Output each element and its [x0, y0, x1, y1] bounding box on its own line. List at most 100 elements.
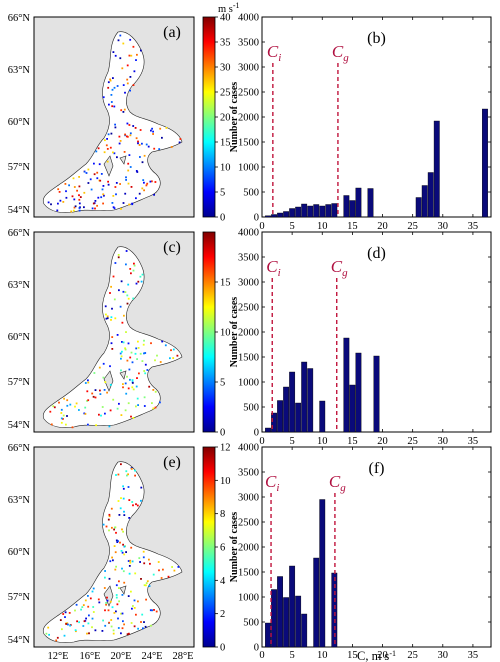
map-dot [132, 504, 134, 507]
map-dot [129, 378, 131, 381]
map-dot [102, 202, 104, 205]
map-dot [117, 254, 120, 256]
map-dot [110, 342, 113, 345]
map-dot [109, 409, 112, 412]
threshold-label: Ci [266, 257, 280, 279]
map-dot [126, 122, 129, 125]
map-dot [167, 575, 170, 578]
map-dot [80, 608, 82, 611]
map-dot [140, 621, 142, 623]
map-dot [128, 499, 131, 501]
map-dot [115, 610, 117, 613]
map-dot [172, 348, 175, 351]
map-dot [110, 94, 113, 96]
map-dot [123, 108, 126, 111]
colorbar-tick-label: 10 [220, 163, 231, 174]
map-dot [102, 523, 105, 526]
colorbar-tick-label: 35 [220, 38, 231, 49]
bar [415, 197, 422, 218]
map-dot [159, 401, 161, 404]
map-dot [151, 180, 153, 183]
map-dot [104, 624, 107, 627]
map-dot [83, 206, 85, 209]
map-dot [105, 144, 108, 147]
map-dot [99, 179, 102, 182]
map-dot [122, 620, 124, 623]
map-dot [108, 513, 111, 516]
map-dot [138, 557, 141, 559]
x-tick-label: 25 [407, 221, 418, 232]
map-dot [151, 402, 153, 404]
map-dot [125, 331, 127, 333]
map-dot [91, 392, 94, 395]
island [103, 155, 114, 177]
map-dot [121, 67, 124, 70]
map-dot [87, 168, 90, 171]
bar [301, 613, 308, 648]
map-dot [112, 632, 115, 635]
map-dot [114, 526, 116, 529]
map-dot [124, 348, 127, 351]
map-dot [118, 135, 121, 138]
map-dot [152, 130, 154, 133]
map-dot [81, 606, 84, 608]
map-dot [78, 185, 81, 188]
map-dot [119, 352, 122, 355]
map-dot [66, 404, 69, 407]
map-dot [118, 514, 121, 516]
map-dot [136, 53, 138, 56]
map-dot [65, 196, 68, 199]
map-dot [136, 358, 138, 360]
map-dot [129, 166, 132, 168]
map-dot [120, 280, 123, 283]
map-dot [98, 413, 100, 416]
map-dot [134, 127, 137, 129]
map-dot [113, 152, 116, 155]
map-dot [99, 393, 102, 395]
map-dot [121, 528, 123, 531]
map-dot [108, 621, 110, 624]
bar [271, 412, 277, 433]
colorbar-tick-label: 20 [220, 113, 231, 124]
map-dot [146, 182, 149, 185]
map-dot [104, 609, 106, 612]
map-dot [110, 132, 113, 135]
map-dot [171, 566, 173, 568]
map-dot [135, 385, 138, 388]
bar [331, 203, 338, 218]
colorbar-tick-label: 2 [220, 609, 225, 620]
map-dot [115, 584, 118, 587]
map-panel-e: (e) [33, 446, 195, 648]
map-dot [71, 195, 74, 198]
map-dot [121, 341, 123, 343]
map-dot [154, 359, 156, 362]
map-dot [132, 45, 135, 48]
map-dot [120, 109, 123, 112]
map-dot [98, 366, 101, 369]
map-dot [131, 501, 134, 503]
bar [301, 203, 308, 218]
map-dot [70, 210, 73, 213]
map-dot [124, 409, 127, 412]
lat-label: 63°N [8, 280, 31, 291]
bar [349, 200, 356, 218]
map-dot [142, 179, 145, 181]
map-dot [76, 189, 78, 192]
map-dot [138, 144, 141, 146]
map-dot [126, 633, 129, 636]
map-dot [142, 627, 144, 630]
map-dot [104, 412, 106, 415]
map-dot [103, 194, 105, 197]
y-tick-label: 2500 [238, 303, 259, 314]
map-dot [120, 463, 122, 466]
map-dot [97, 196, 100, 199]
map-dot [79, 196, 82, 198]
lat-label: 63°N [8, 495, 31, 506]
map-dot [128, 124, 131, 126]
map-dot [112, 77, 114, 79]
x-tick-label: 25 [407, 650, 418, 661]
map-dot [60, 408, 63, 411]
map-dot [125, 263, 127, 266]
map-dot [102, 96, 105, 99]
y-tick-label: 2500 [238, 518, 259, 529]
